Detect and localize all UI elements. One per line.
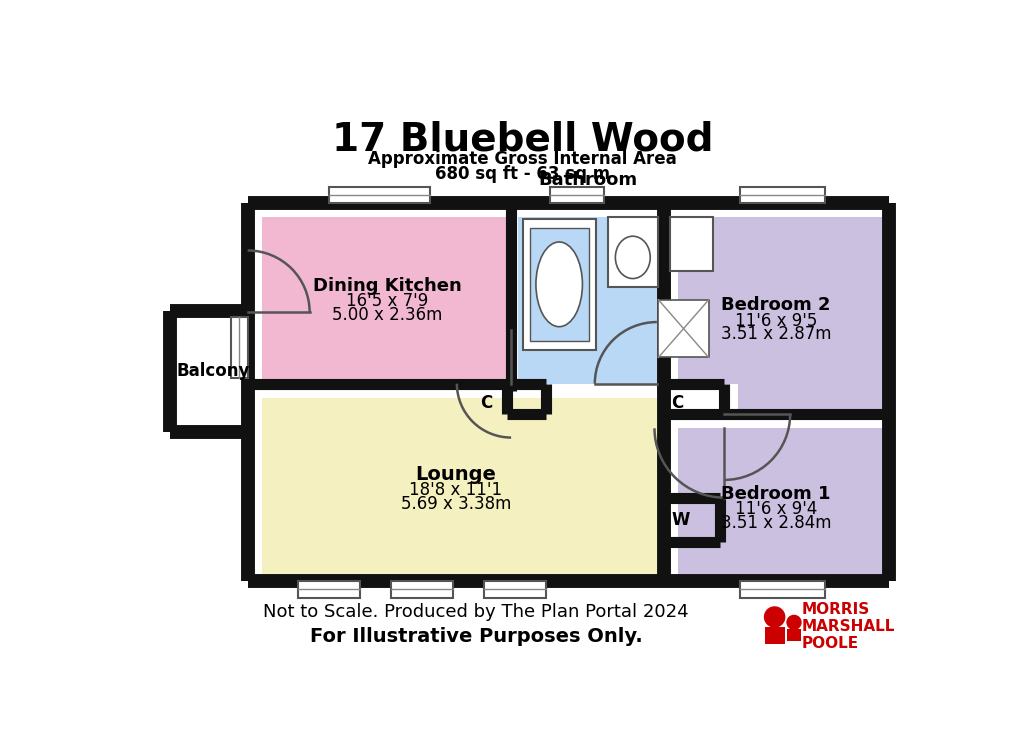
Bar (657, 300, 708, 357)
Text: Bedroom 2: Bedroom 2 (720, 296, 830, 314)
Bar (669, 217, 712, 272)
Bar (261, 217, 511, 383)
Text: MORRIS: MORRIS (801, 602, 869, 617)
Text: Bathroom: Bathroom (537, 172, 637, 189)
Text: Bedroom 1: Bedroom 1 (720, 485, 830, 503)
Text: 3.51 x 2.84m: 3.51 x 2.84m (720, 514, 830, 532)
Text: 5.69 x 3.38m: 5.69 x 3.38m (400, 495, 511, 513)
Bar (607, 217, 657, 286)
Text: 16'5 x 7'9: 16'5 x 7'9 (345, 292, 428, 310)
Bar (298, 581, 360, 598)
Bar (530, 228, 588, 340)
Bar (261, 398, 663, 581)
Bar (329, 186, 429, 204)
Text: Balcony: Balcony (176, 363, 250, 380)
Ellipse shape (535, 242, 582, 327)
Text: Lounge: Lounge (415, 465, 495, 484)
Text: C: C (671, 394, 683, 412)
Text: For Illustrative Purposes Only.: For Illustrative Purposes Only. (310, 627, 642, 646)
Text: MARSHALL: MARSHALL (801, 618, 895, 633)
Bar (739, 581, 824, 598)
Bar (390, 581, 452, 598)
Text: Approximate Gross Internal Area: Approximate Gross Internal Area (368, 150, 677, 168)
Text: 11'6 x 9'5: 11'6 x 9'5 (735, 312, 816, 330)
Bar (230, 316, 248, 378)
Circle shape (764, 607, 784, 627)
Text: W: W (671, 511, 689, 529)
Text: 3.51 x 2.87m: 3.51 x 2.87m (720, 325, 830, 343)
Text: 5.00 x 2.36m: 5.00 x 2.36m (331, 306, 442, 324)
Bar (522, 219, 596, 350)
Text: POOLE: POOLE (801, 636, 858, 651)
Bar (549, 186, 603, 204)
Bar (183, 325, 233, 419)
Bar (787, 630, 800, 641)
Bar (677, 428, 888, 581)
Text: 18'8 x 11'1: 18'8 x 11'1 (409, 481, 501, 499)
Bar (677, 383, 738, 415)
Text: 680 sq ft - 63 sq m: 680 sq ft - 63 sq m (435, 165, 609, 183)
Text: Not to Scale. Produced by The Plan Portal 2024: Not to Scale. Produced by The Plan Porta… (263, 603, 689, 621)
Text: C: C (480, 394, 492, 412)
Bar (484, 581, 545, 598)
Text: 17 Bluebell Wood: 17 Bluebell Wood (331, 120, 713, 158)
Ellipse shape (614, 236, 649, 278)
Text: Dining Kitchen: Dining Kitchen (313, 277, 461, 295)
Bar (739, 186, 824, 204)
Bar (677, 217, 888, 415)
Bar (764, 627, 784, 644)
Bar (518, 217, 663, 383)
Circle shape (787, 615, 800, 630)
Text: 11'6 x 9'4: 11'6 x 9'4 (735, 500, 816, 518)
